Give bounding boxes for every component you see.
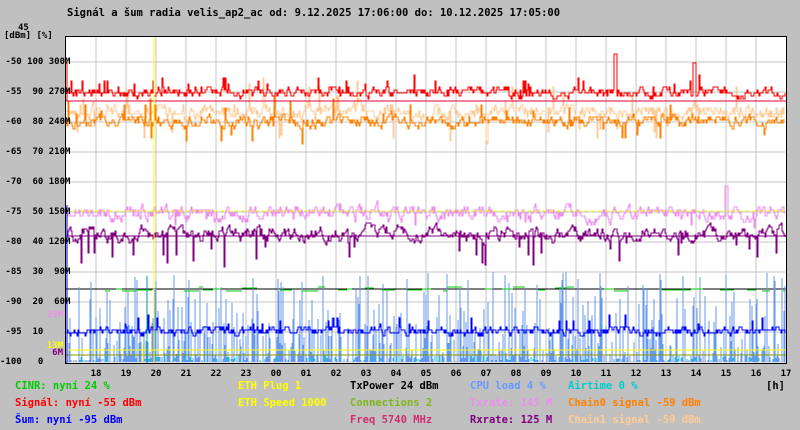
x-axis-tick-label: 09 (540, 369, 552, 379)
y-axis-label-row: -95 10 (0, 327, 71, 337)
x-axis-tick-label: 11 (600, 369, 612, 379)
x-axis-tick-label: 21 (180, 369, 192, 379)
x-axis-tick-label: 07 (480, 369, 492, 379)
legend-item-chain1: Chain1 signal -59 dBm (568, 414, 701, 426)
x-axis-tick-label: 04 (390, 369, 402, 379)
x-axis-tick-label: 12 (630, 369, 642, 379)
x-axis-unit: [h] (766, 380, 785, 392)
x-axis-tick-label: 19 (120, 369, 132, 379)
legend-item-connections: Connections 2 (350, 397, 433, 409)
y-axis-label-row: -60 80 240M (0, 117, 71, 127)
y-axis-label-row: -65 70 210M (0, 147, 71, 157)
x-axis-tick-label: 01 (300, 369, 312, 379)
legend-item-chain0: Chain0 signal -59 dBm (568, 397, 701, 409)
legend-item-txrate: Txrate: 145 M (470, 397, 553, 409)
y-axis-label-row: -80 40 120M (0, 237, 71, 247)
x-axis-tick-label: 20 (150, 369, 162, 379)
y-axis-label-row: -85 30 90M (0, 267, 71, 277)
x-axis-tick-label: 06 (450, 369, 462, 379)
x-axis-tick-label: 15 (720, 369, 732, 379)
x-axis-tick-label: 16 (750, 369, 762, 379)
x-axis-tick-label: 13 (660, 369, 672, 379)
y-axis-label-row: -90 20 60M (0, 297, 71, 307)
y-axis-label-row: -100 0 (0, 357, 71, 367)
x-axis-tick-label: 08 (510, 369, 522, 379)
x-axis-tick-label: 03 (360, 369, 372, 379)
y-axis-current-value-label: 13M (46, 341, 63, 351)
legend-item-cpu: CPU load 4 % (470, 380, 546, 392)
legend-item-eth: ETH Speed 1000 (238, 397, 327, 409)
x-axis-tick-label: 02 (330, 369, 342, 379)
legend-item-signál: Signál: nyní -55 dBm (15, 397, 142, 409)
y-axis-label-row: -70 60 180M (0, 177, 71, 187)
legend-item-cinr: CINR: nyní 24 % (15, 380, 110, 392)
x-axis-tick-label: 05 (420, 369, 432, 379)
x-axis-tick-label: 18 (90, 369, 102, 379)
y-axis-label-row: -75 50 150M (0, 207, 71, 217)
y-axis-current-value-label: 39M (46, 310, 63, 320)
y-axis-label-row: -50 100 300M (0, 57, 71, 67)
y-axis-top-value: 45 (18, 23, 29, 33)
x-axis-tick-label: 23 (240, 369, 252, 379)
y-axis-current-value-label: 6M (52, 348, 63, 358)
x-axis-tick-label: 17 (780, 369, 792, 379)
x-axis-tick-label: 14 (690, 369, 702, 379)
y-axis-label-row: -55 90 270M (0, 87, 71, 97)
legend-item-rxrate: Rxrate: 125 M (470, 414, 553, 426)
legend-item-airtime: Airtime 0 % (568, 380, 638, 392)
x-axis-tick-label: 00 (270, 369, 282, 379)
legend-item-šum: Šum: nyní -95 dBm (15, 414, 123, 426)
graph-title: Signál a šum radia velis_ap2_ac od: 9.12… (67, 7, 561, 19)
y-axis-units: [dBm] [%] (4, 31, 53, 41)
legend-item-freq: Freq 5740 MHz (350, 414, 433, 426)
legend-item-eth: ETH Plug 1 (238, 380, 302, 392)
legend-item-txpower: TxPower 24 dBm (350, 380, 439, 392)
x-axis-tick-label: 10 (570, 369, 582, 379)
x-axis-tick-label: 22 (210, 369, 222, 379)
